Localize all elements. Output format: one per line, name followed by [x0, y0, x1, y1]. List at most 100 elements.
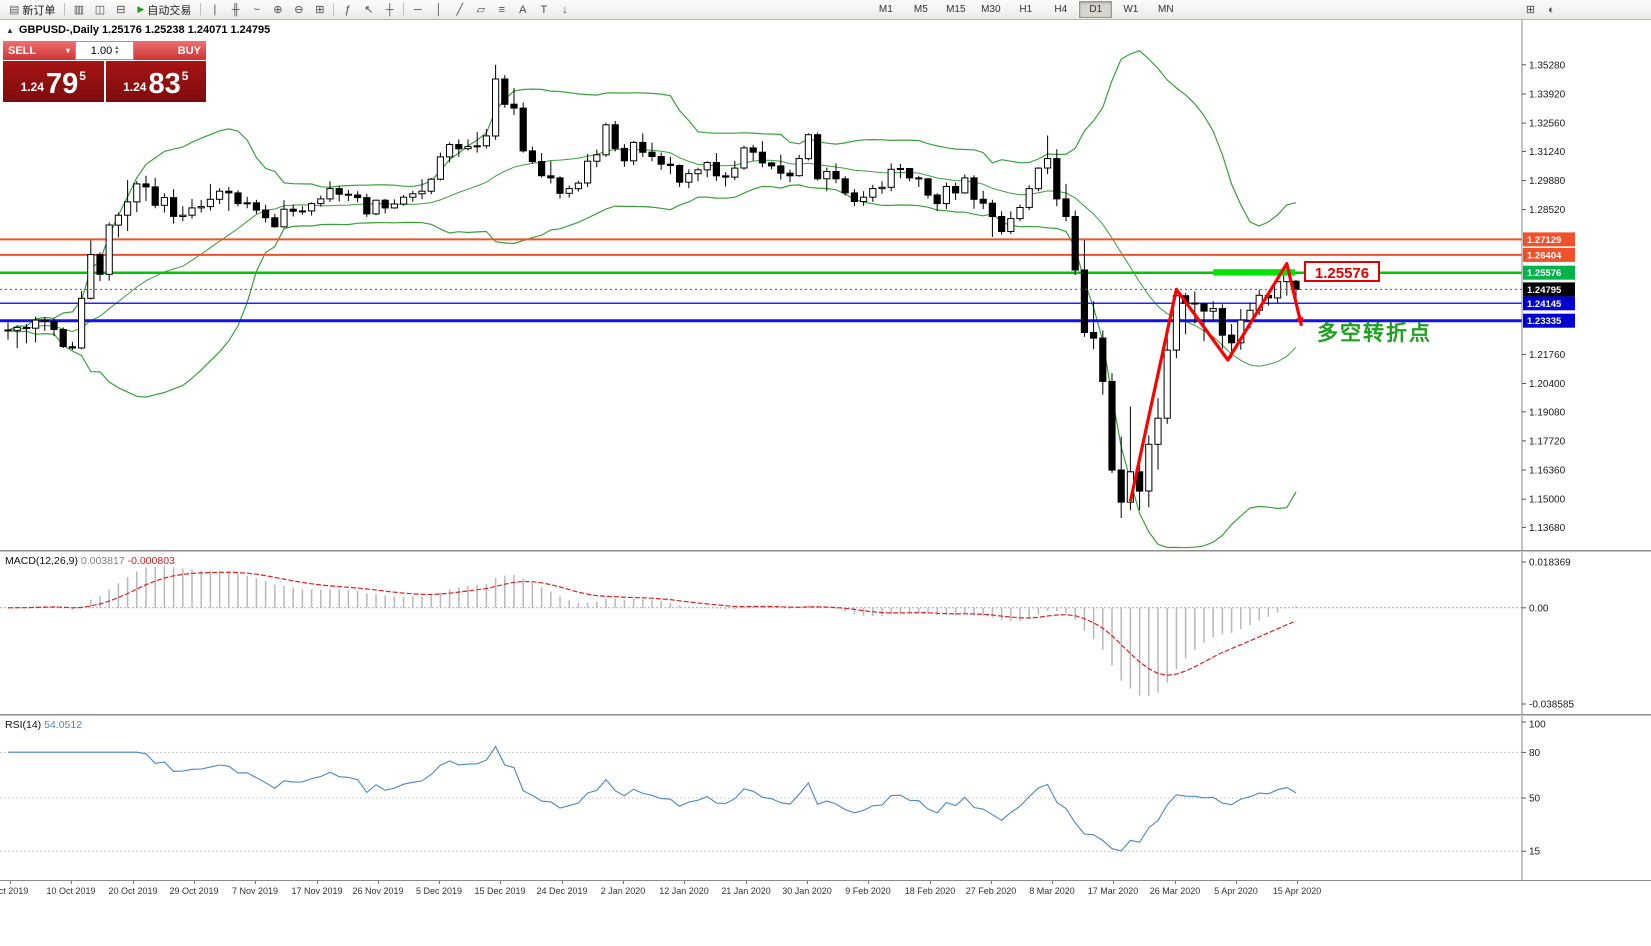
- turning-point-annotation[interactable]: 多空转折点: [1317, 322, 1432, 345]
- date-tick-label: 5 Apr 2020: [1214, 886, 1258, 896]
- toolbar-separator: [64, 3, 66, 16]
- fibonacci-icon[interactable]: ≡: [498, 3, 506, 16]
- toolbar-separator: [333, 3, 335, 16]
- zoom-out-icon[interactable]: ⊖: [294, 4, 304, 16]
- cursor-icon[interactable]: ↖: [364, 4, 374, 16]
- red-trend-drawing[interactable]: [1128, 262, 1304, 502]
- horizontal-level-lines[interactable]: [0, 238, 1522, 323]
- auto-trading-button[interactable]: ▶ 自动交易: [131, 1, 197, 18]
- date-tick-label: 12 Jan 2020: [659, 886, 709, 896]
- sell-header[interactable]: SELL ▾: [3, 41, 75, 60]
- timeframe-m5-button[interactable]: M5: [913, 4, 928, 15]
- macd-panel[interactable]: 0.018369 0.00 -0.038585: [0, 552, 1651, 714]
- timeframe-mn-button[interactable]: MN: [1158, 4, 1174, 15]
- bar-chart-icon[interactable]: ∣: [212, 4, 218, 16]
- svg-text:1.21760: 1.21760: [1529, 350, 1566, 361]
- timeframe-m15-button[interactable]: M15: [946, 4, 966, 15]
- svg-text:50: 50: [1529, 794, 1541, 805]
- date-tick-mark: [1297, 881, 1298, 884]
- svg-text:1.19080: 1.19080: [1529, 407, 1566, 418]
- svg-text:0.018369: 0.018369: [1529, 558, 1571, 569]
- timeframe-m1-button[interactable]: M1: [878, 4, 893, 15]
- date-tick-mark: [930, 881, 931, 884]
- new-order-button[interactable]: ▤ 新订单: [3, 1, 61, 18]
- one-click-collapse-icon[interactable]: ▲: [6, 25, 14, 35]
- vertical-line-icon[interactable]: │: [435, 3, 443, 16]
- svg-text:1.16360: 1.16360: [1529, 466, 1566, 477]
- time-axis[interactable]: Oct 2019 10 Oct 2019 20 Oct 2019 29 Oct 201…: [0, 880, 1651, 910]
- candles: [4, 64, 1300, 518]
- macd-signal-line: [7, 571, 1297, 677]
- candlestick-chart-icon[interactable]: ╫: [231, 3, 240, 16]
- crosshair-icon[interactable]: ┼: [385, 3, 394, 16]
- svg-text:1.27129: 1.27129: [1527, 235, 1561, 246]
- buy-price-main: 83: [148, 68, 181, 100]
- zone-price-text: 1.25576: [1314, 265, 1370, 282]
- date-tick-mark: [991, 881, 992, 884]
- chart-shift-icon[interactable]: ◐: [1548, 3, 1555, 16]
- main-toolbar: ▤ 新订单 ▥ ◫ ⊟ ▶ 自动交易 ∣ ╫ ~ ⊕ ⊖ ⊞ ƒ ↖ ┼ ─ │ ╱ ▱ ≡ A T ↓ M1 M…: [0, 0, 1651, 20]
- buy-button[interactable]: 1.24 83 5: [105, 61, 206, 102]
- timeframe-w1-button[interactable]: W1: [1123, 4, 1139, 15]
- svg-text:0.00: 0.00: [1529, 603, 1549, 614]
- arrow-tool-icon[interactable]: ↓: [562, 3, 568, 16]
- horizontal-line-icon[interactable]: ─: [413, 3, 422, 16]
- market-watch-icon[interactable]: ▥: [73, 4, 85, 16]
- timeframe-h1-button[interactable]: H1: [1019, 4, 1033, 15]
- date-tick-label: 30 Jan 2020: [782, 886, 832, 896]
- indicators-icon[interactable]: ƒ: [344, 3, 351, 16]
- rsi-line: [8, 745, 1297, 852]
- date-tick-mark: [807, 881, 808, 884]
- buy-header[interactable]: BUY: [134, 41, 206, 60]
- new-chart-icon[interactable]: ⊞: [1525, 4, 1536, 16]
- svg-text:1.23335: 1.23335: [1527, 316, 1562, 327]
- zone-price-label[interactable]: 1.25576: [1304, 261, 1380, 282]
- timeframe-m30-button[interactable]: M30: [981, 4, 1001, 15]
- date-tick-label: 27 Feb 2020: [965, 886, 1017, 896]
- svg-text:1.17720: 1.17720: [1529, 436, 1566, 447]
- tile-windows-icon[interactable]: ⊞: [315, 4, 325, 16]
- timeframe-h4-button[interactable]: H4: [1054, 4, 1068, 15]
- date-tick-label: 15 Apr 2020: [1272, 886, 1322, 896]
- text-icon[interactable]: A: [519, 3, 527, 16]
- timeframe-d1-button[interactable]: D1: [1079, 1, 1113, 18]
- sell-button[interactable]: 1.24 79 5: [3, 61, 104, 102]
- trendline-icon[interactable]: ╱: [456, 4, 464, 16]
- date-tick-mark: [1052, 881, 1053, 884]
- svg-text:1.15000: 1.15000: [1529, 495, 1566, 506]
- green-supply-zone[interactable]: [1213, 269, 1296, 276]
- volume-up-icon[interactable]: ▴: [115, 44, 119, 51]
- date-tick-mark: [439, 881, 440, 884]
- main-price-chart[interactable]: 1.35280 1.33920 1.32560 1.31240 1.29880 1.285…: [0, 20, 1651, 550]
- new-order-icon: ▤: [9, 4, 20, 16]
- data-window-icon[interactable]: ◫: [94, 4, 106, 16]
- macd-header: MACD(12,26,9) 0.003817 -0.000803: [5, 555, 175, 567]
- channel-icon[interactable]: ▱: [476, 4, 486, 16]
- volume-input[interactable]: 1.00 ▴ ▾: [75, 41, 134, 60]
- macd-histogram: [16, 565, 1297, 696]
- auto-trading-play-icon: ▶: [137, 4, 145, 14]
- date-tick-label: Oct 2019: [0, 886, 29, 896]
- volume-down-icon[interactable]: ▾: [115, 49, 119, 56]
- symbol-title: GBPUSD-,Daily 1.25176 1.25238 1.24071 1.…: [18, 24, 271, 36]
- label-icon[interactable]: T: [540, 3, 548, 16]
- toolbar-separator: [200, 3, 202, 16]
- date-tick-label: 9 Feb 2020: [845, 886, 891, 896]
- panel-splitter[interactable]: [0, 714, 1651, 716]
- svg-text:80: 80: [1529, 748, 1541, 759]
- bollinger-upper-line: [7, 50, 1297, 331]
- date-tick-mark: [255, 881, 256, 884]
- svg-text:100: 100: [1529, 720, 1546, 731]
- date-tick-mark: [684, 881, 685, 884]
- date-tick-mark: [133, 881, 134, 884]
- sell-price-main: 79: [45, 68, 79, 100]
- zoom-in-icon[interactable]: ⊕: [273, 4, 283, 16]
- navigator-icon[interactable]: ⊟: [116, 4, 126, 16]
- panel-splitter[interactable]: [0, 550, 1651, 552]
- date-tick-mark: [1236, 881, 1237, 884]
- rsi-panel[interactable]: 100 80 50 15: [0, 716, 1651, 880]
- price-axis[interactable]: 1.35280 1.33920 1.32560 1.31240 1.29880 1.285…: [1522, 60, 1575, 534]
- line-chart-icon[interactable]: ~: [253, 3, 261, 16]
- bollinger-bands: [7, 50, 1297, 549]
